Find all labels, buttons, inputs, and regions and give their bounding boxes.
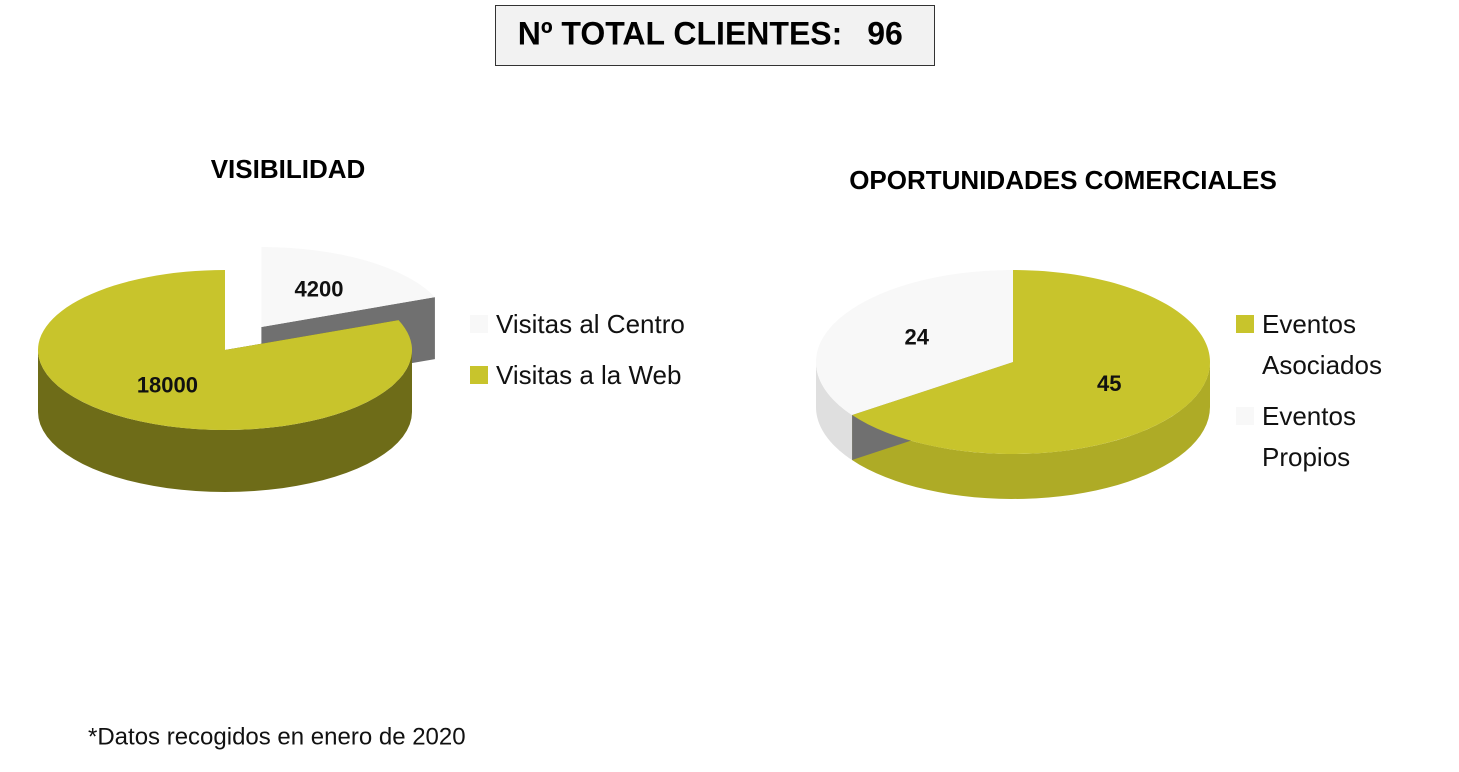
legend-item: Visitas al Centro [470, 304, 770, 345]
pie-labels: 4200 18000 [137, 276, 344, 397]
pie-tops [815, 270, 1210, 454]
legend-swatch [1236, 315, 1254, 333]
chart-title: OPORTUNIDADES COMERCIALES [849, 165, 1277, 195]
legend: Eventos Asociados Eventos Propios [1236, 304, 1411, 488]
legend: Visitas al Centro Visitas a la Web [470, 304, 770, 406]
slice [38, 270, 413, 430]
legend-label: Visitas a la Web [496, 360, 682, 390]
header-box [495, 5, 935, 66]
data-label: 18000 [137, 372, 198, 397]
footnote: *Datos recogidos en enero de 2020 [88, 723, 466, 750]
slice-side [38, 350, 412, 492]
data-label: 45 [1097, 371, 1121, 396]
legend-label: Eventos Propios [1262, 401, 1356, 472]
header-value: 96 [867, 15, 903, 51]
slice [261, 246, 435, 327]
legend-item: Eventos Asociados [1236, 304, 1411, 386]
pie-tops [38, 246, 435, 430]
legend-item: Visitas a la Web [470, 355, 770, 396]
slice [852, 270, 1210, 454]
legend-swatch [470, 366, 488, 384]
legend-swatch [470, 315, 488, 333]
legend-item: Eventos Propios [1236, 396, 1411, 478]
chart-title: VISIBILIDAD [211, 154, 366, 184]
slice-side [816, 362, 853, 461]
header-label: Nº TOTAL CLIENTES: [518, 15, 843, 51]
pie-labels: 45 24 [905, 325, 1122, 397]
legend-label: Eventos Asociados [1262, 309, 1382, 380]
legend-label: Visitas al Centro [496, 309, 685, 339]
slice [815, 270, 1013, 416]
data-label: 24 [905, 325, 930, 350]
legend-swatch [1236, 407, 1254, 425]
data-label: 4200 [295, 276, 344, 301]
slice-side [852, 362, 1210, 499]
